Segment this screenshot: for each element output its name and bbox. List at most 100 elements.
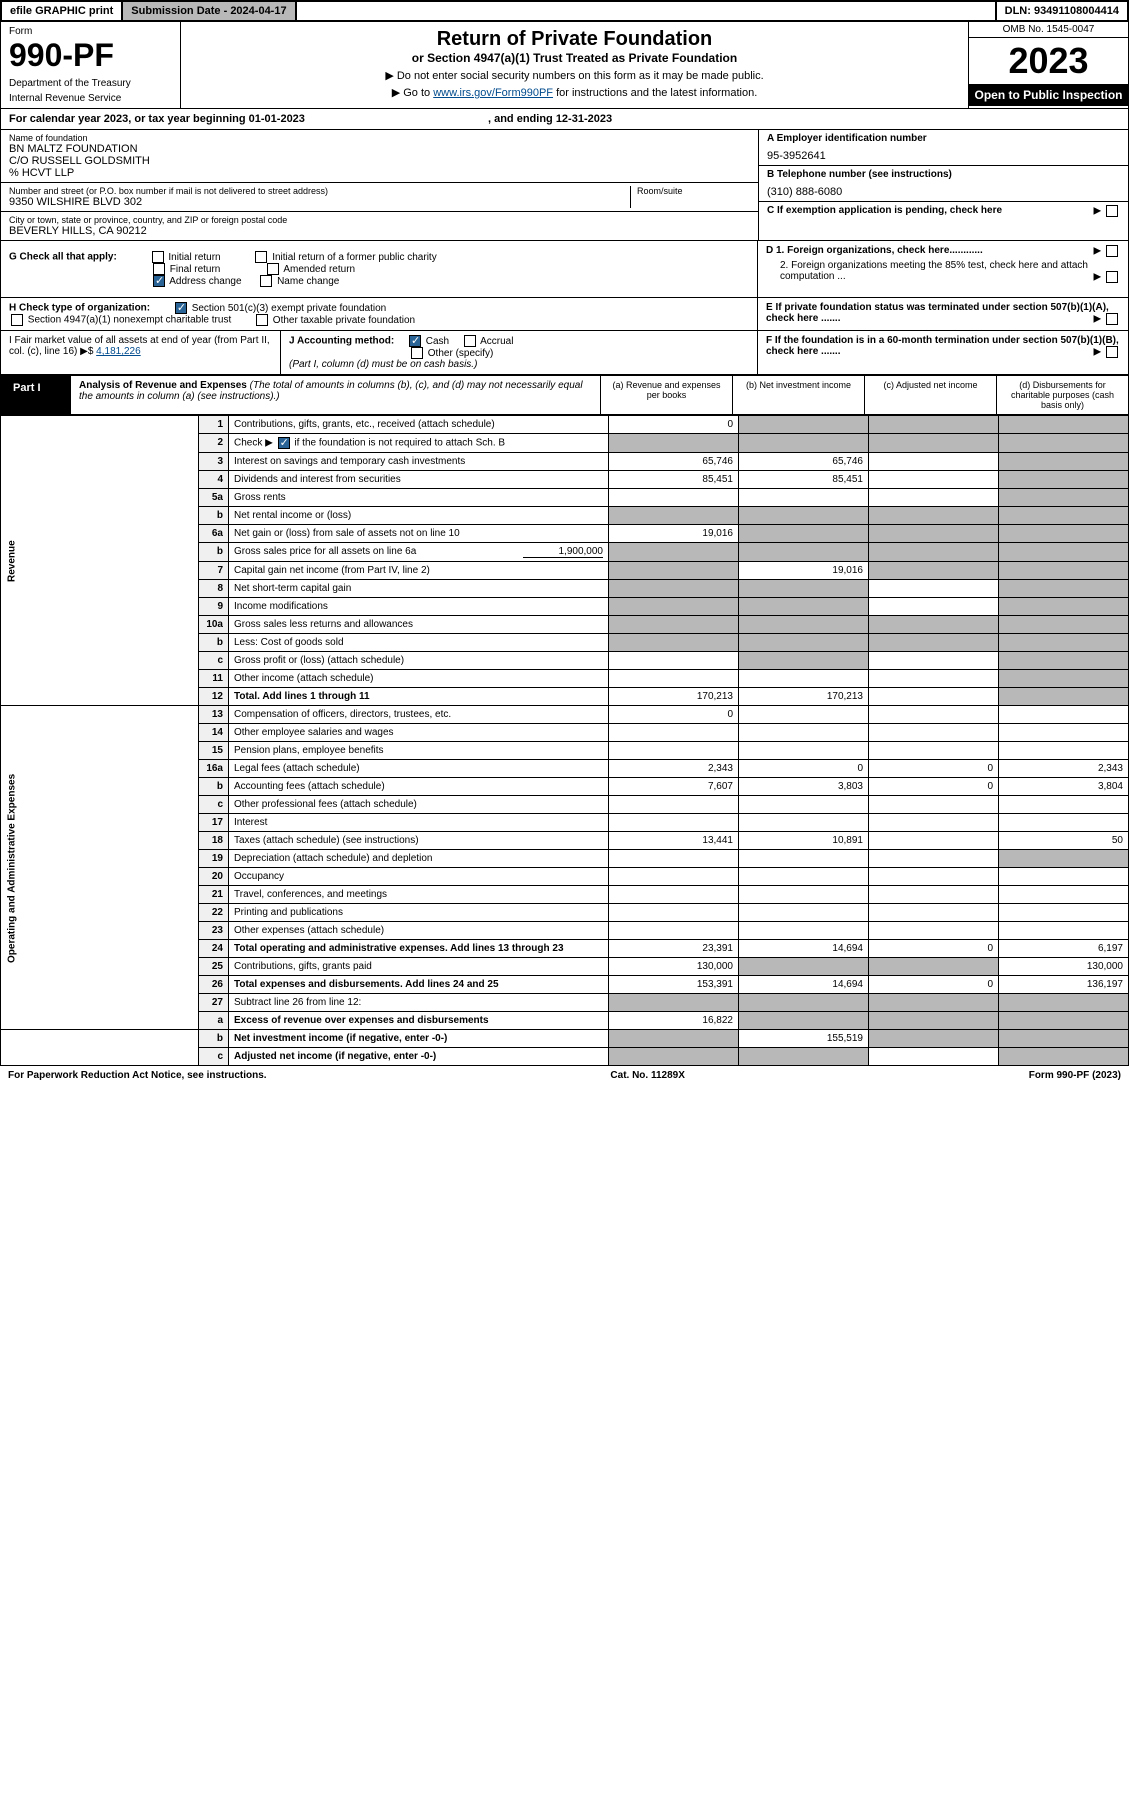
d1-checkbox[interactable] — [1106, 245, 1118, 257]
cell-b: 170,213 — [739, 688, 869, 706]
cell-c — [869, 1030, 999, 1048]
part1-header: Part I Analysis of Revenue and Expenses … — [0, 375, 1129, 415]
schb-checkbox[interactable] — [278, 437, 290, 449]
other-acct-checkbox[interactable] — [411, 347, 423, 359]
row-num: 24 — [199, 940, 229, 958]
irs-link[interactable]: www.irs.gov/Form990PF — [433, 87, 553, 99]
cell-d — [999, 562, 1129, 580]
footer-left: For Paperwork Reduction Act Notice, see … — [8, 1070, 267, 1081]
cell-a: 2,343 — [609, 760, 739, 778]
name-change-checkbox[interactable] — [260, 275, 272, 287]
cell-b — [739, 507, 869, 525]
cell-c — [869, 868, 999, 886]
row-desc: Less: Cost of goods sold — [229, 634, 609, 652]
r6b-val: 1,900,000 — [523, 546, 603, 558]
cell-a: 23,391 — [609, 940, 739, 958]
cell-b — [739, 742, 869, 760]
row-desc: Accounting fees (attach schedule) — [229, 778, 609, 796]
accrual-checkbox[interactable] — [464, 335, 476, 347]
cell-b — [739, 886, 869, 904]
cell-b — [739, 904, 869, 922]
cell-a — [609, 1030, 739, 1048]
cell-d — [999, 814, 1129, 832]
cell-a: 0 — [609, 706, 739, 724]
revenue-label: Revenue — [1, 416, 199, 706]
cell-a — [609, 507, 739, 525]
cell-d: 50 — [999, 832, 1129, 850]
cell-d — [999, 1030, 1129, 1048]
phone-value: (310) 888-6080 — [767, 186, 1120, 198]
cell-a — [609, 634, 739, 652]
initial-checkbox[interactable] — [152, 251, 164, 263]
cell-d: 6,197 — [999, 940, 1129, 958]
cell-a: 0 — [609, 416, 739, 434]
checks-section: G Check all that apply: Initial return I… — [0, 241, 1129, 375]
cell-c — [869, 525, 999, 543]
efile-label[interactable]: efile GRAPHIC print — [2, 2, 123, 20]
cell-b: 65,746 — [739, 453, 869, 471]
initial-former-checkbox[interactable] — [255, 251, 267, 263]
cell-a — [609, 994, 739, 1012]
4947-checkbox[interactable] — [11, 314, 23, 326]
f-checkbox[interactable] — [1106, 346, 1118, 358]
row-num: 27 — [199, 994, 229, 1012]
dln-label: DLN: 93491108004414 — [995, 2, 1127, 20]
cell-b — [739, 525, 869, 543]
row-desc: Capital gain net income (from Part IV, l… — [229, 562, 609, 580]
i-value[interactable]: 4,181,226 — [96, 346, 141, 357]
col-a-header: (a) Revenue and expenses per books — [600, 376, 732, 414]
cell-d: 136,197 — [999, 976, 1129, 994]
row-num: 15 — [199, 742, 229, 760]
address-checkbox[interactable] — [153, 275, 165, 287]
header-left: Form 990-PF Department of the Treasury I… — [1, 22, 181, 108]
cell-d — [999, 868, 1129, 886]
ein-label: A Employer identification number — [767, 133, 1120, 144]
row-num: 25 — [199, 958, 229, 976]
cell-b — [739, 796, 869, 814]
cash-checkbox[interactable] — [409, 335, 421, 347]
cell-c — [869, 742, 999, 760]
g-label: G Check all that apply: — [9, 252, 117, 263]
cell-d — [999, 1048, 1129, 1066]
r2-post: if the foundation is not required to att… — [292, 438, 505, 449]
row-desc: Occupancy — [229, 868, 609, 886]
row-desc: Gross sales less returns and allowances — [229, 616, 609, 634]
other-tax-checkbox[interactable] — [256, 314, 268, 326]
h-label: H Check type of organization: — [9, 303, 150, 314]
c-checkbox[interactable] — [1106, 205, 1118, 217]
cell-a: 170,213 — [609, 688, 739, 706]
cell-b — [739, 958, 869, 976]
info-right: A Employer identification number 95-3952… — [758, 130, 1128, 240]
e-label: E If private foundation status was termi… — [766, 302, 1109, 324]
row-num: b — [199, 507, 229, 525]
cell-c — [869, 489, 999, 507]
note-ssn: ▶ Do not enter social security numbers o… — [187, 69, 962, 82]
row-num: 13 — [199, 706, 229, 724]
cell-b — [739, 706, 869, 724]
f-right: F If the foundation is in a 60-month ter… — [758, 331, 1128, 374]
d2-checkbox[interactable] — [1106, 271, 1118, 283]
cell-d — [999, 580, 1129, 598]
cell-c — [869, 453, 999, 471]
cell-d — [999, 543, 1129, 562]
cell-a — [609, 434, 739, 453]
501c3-checkbox[interactable] — [175, 302, 187, 314]
cell-a: 153,391 — [609, 976, 739, 994]
part1-table: Revenue 1 Contributions, gifts, grants, … — [0, 415, 1129, 1066]
cell-d — [999, 616, 1129, 634]
e-checkbox[interactable] — [1106, 313, 1118, 325]
row-num: b — [199, 543, 229, 562]
cash-label: Cash — [426, 336, 449, 347]
row-desc: Other employee salaries and wages — [229, 724, 609, 742]
cell-a — [609, 904, 739, 922]
top-bar: efile GRAPHIC print Submission Date - 20… — [0, 0, 1129, 22]
phone-row: B Telephone number (see instructions) (3… — [759, 166, 1128, 202]
table-row: Revenue 1 Contributions, gifts, grants, … — [1, 416, 1129, 434]
cell-d: 130,000 — [999, 958, 1129, 976]
cell-d — [999, 706, 1129, 724]
amended-checkbox[interactable] — [267, 263, 279, 275]
dept-treasury: Department of the Treasury — [9, 78, 172, 89]
cell-c — [869, 416, 999, 434]
cell-a — [609, 922, 739, 940]
cell-b: 85,451 — [739, 471, 869, 489]
